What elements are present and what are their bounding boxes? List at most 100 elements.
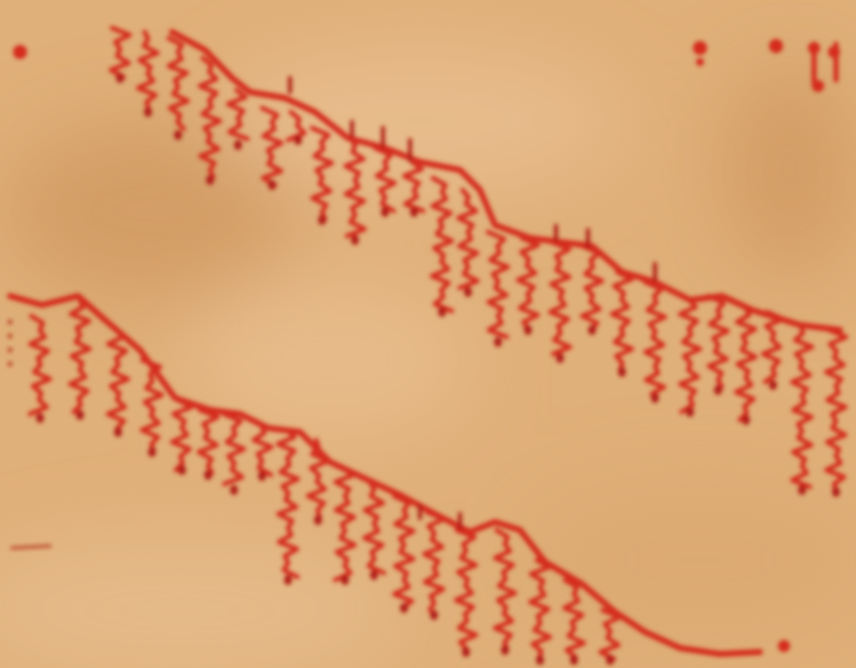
hanging-stroke-bottom bbox=[332, 465, 357, 583]
hanging-stroke-bottom bbox=[528, 557, 553, 661]
ink-strokes bbox=[7, 25, 849, 665]
hanging-stroke-top bbox=[402, 159, 426, 214]
hanging-stroke-bottom-tip bbox=[501, 645, 509, 655]
hanging-stroke-bottom bbox=[562, 577, 587, 660]
ridge-line-top bbox=[169, 29, 843, 333]
hanging-stroke-top bbox=[166, 35, 190, 132]
hanging-stroke-top bbox=[456, 187, 480, 291]
ink-blot bbox=[696, 58, 704, 66]
hanging-stroke-bottom bbox=[27, 313, 53, 417]
hanging-stroke-bottom-tip bbox=[114, 427, 122, 437]
dot-mark bbox=[8, 348, 12, 352]
hanging-stroke-top bbox=[197, 55, 223, 180]
hanging-stroke-bottom-tip bbox=[400, 603, 408, 613]
hanging-stroke-top bbox=[548, 239, 573, 357]
hanging-stroke-top-tip bbox=[714, 385, 722, 395]
hanging-stroke-top bbox=[760, 309, 786, 385]
hanging-stroke-top bbox=[579, 243, 605, 333]
hanging-stroke-top-tip bbox=[651, 393, 659, 403]
hanging-stroke-top bbox=[343, 135, 367, 239]
dot-mark bbox=[8, 334, 12, 338]
hanging-stroke-top-tip bbox=[116, 73, 124, 83]
hanging-stroke-bottom bbox=[67, 297, 92, 415]
hanging-stroke-top-tip bbox=[588, 325, 596, 335]
hanging-stroke-top-tip bbox=[798, 485, 806, 495]
hanging-stroke-bottom bbox=[492, 527, 518, 652]
hanging-stroke-bottom-tip bbox=[178, 465, 186, 475]
hanging-stroke-top-tip bbox=[769, 380, 777, 390]
hanging-stroke-top bbox=[609, 269, 635, 373]
hanging-stroke-top bbox=[108, 25, 132, 80]
hanging-stroke-top-tip bbox=[144, 107, 152, 117]
hanging-stroke-top-tip bbox=[351, 235, 359, 245]
hanging-stroke-bottom bbox=[305, 437, 331, 520]
hanging-stroke-top bbox=[515, 235, 541, 332]
hanging-stroke-top-tip bbox=[268, 180, 276, 190]
ink-stroke-left bbox=[10, 544, 52, 550]
hanging-stroke-bottom-tip bbox=[36, 413, 44, 423]
hanging-stroke-top-tip bbox=[524, 325, 532, 335]
hanging-stroke-bottom-tip bbox=[536, 655, 544, 665]
hanging-stroke-top-tip bbox=[294, 135, 302, 145]
hanging-stroke-top-tip bbox=[556, 353, 564, 363]
hanging-stroke-top bbox=[485, 229, 511, 340]
hanging-stroke-bottom bbox=[196, 407, 220, 476]
hanging-stroke-bottom-tip bbox=[230, 485, 238, 495]
hanging-stroke-top-tip bbox=[206, 175, 214, 185]
hanging-stroke-top-tip bbox=[494, 337, 502, 347]
hanging-stroke-bottom-tip bbox=[570, 655, 578, 665]
dot-mark bbox=[8, 320, 12, 324]
hanging-stroke-bottom-tip bbox=[314, 515, 322, 525]
hanging-stroke-bottom bbox=[139, 357, 165, 454]
hanging-stroke-bottom bbox=[598, 607, 623, 662]
hanging-stroke-bottom-tip bbox=[258, 471, 266, 481]
hanging-stroke-bottom-tip bbox=[370, 570, 378, 580]
ink-blot bbox=[769, 39, 783, 53]
hanging-stroke-bottom bbox=[422, 509, 447, 613]
hanging-stroke-bottom-tip bbox=[430, 610, 438, 620]
hanging-stroke-bottom-tip bbox=[462, 647, 470, 657]
hanging-stroke-top-tip bbox=[381, 207, 389, 217]
hanging-stroke-bottom-tip bbox=[204, 470, 212, 480]
hanging-stroke-top bbox=[135, 29, 160, 112]
hanging-stroke-bottom-tip bbox=[341, 575, 349, 585]
ink-blot bbox=[778, 640, 790, 652]
hanging-stroke-top bbox=[823, 327, 849, 494]
hanging-stroke-bottom bbox=[169, 397, 194, 473]
ink-blot bbox=[13, 45, 27, 59]
hanging-stroke-top-tip bbox=[174, 130, 182, 140]
hanging-stroke-bottom bbox=[391, 493, 416, 611]
hanging-stroke-top bbox=[677, 297, 703, 415]
hanging-stroke-top bbox=[705, 293, 730, 390]
dot-mark bbox=[8, 362, 12, 366]
hanging-stroke-top-tip bbox=[686, 407, 694, 417]
hanging-stroke-top-tip bbox=[618, 367, 626, 377]
hanging-stroke-top-tip bbox=[234, 140, 242, 150]
hanging-stroke-bottom bbox=[275, 427, 301, 580]
hanging-stroke-top-tip bbox=[410, 207, 418, 217]
hanging-stroke-top bbox=[789, 323, 815, 490]
hanging-stroke-bottom-tip bbox=[606, 655, 614, 665]
ink-blot bbox=[693, 41, 707, 55]
hanging-stroke-top bbox=[429, 175, 455, 314]
hanging-stroke-bottom bbox=[251, 423, 274, 478]
hanging-stroke-top bbox=[259, 105, 284, 188]
hanging-stroke-top bbox=[642, 279, 668, 397]
hanging-stroke-top bbox=[372, 145, 397, 214]
hanging-stroke-top bbox=[309, 125, 335, 222]
hanging-stroke-bottom-tip bbox=[148, 447, 156, 457]
hanging-stroke-top-tip bbox=[742, 415, 750, 425]
hanging-stroke-bottom bbox=[105, 327, 131, 431]
hanging-stroke-bottom-tip bbox=[284, 575, 292, 585]
hanging-stroke-top-tip bbox=[438, 307, 446, 317]
hanging-stroke-top-tip bbox=[318, 215, 326, 225]
hanging-stroke-top-tip bbox=[832, 487, 840, 497]
hanging-stroke-top-tip bbox=[464, 287, 472, 297]
hanging-stroke-bottom bbox=[362, 479, 387, 576]
hanging-stroke-top bbox=[225, 87, 250, 142]
hanging-stroke-top bbox=[733, 305, 758, 423]
hanging-stroke-bottom-tip bbox=[76, 410, 84, 420]
hanging-stroke-bottom bbox=[221, 411, 247, 487]
hanging-stroke-bottom bbox=[453, 527, 479, 652]
